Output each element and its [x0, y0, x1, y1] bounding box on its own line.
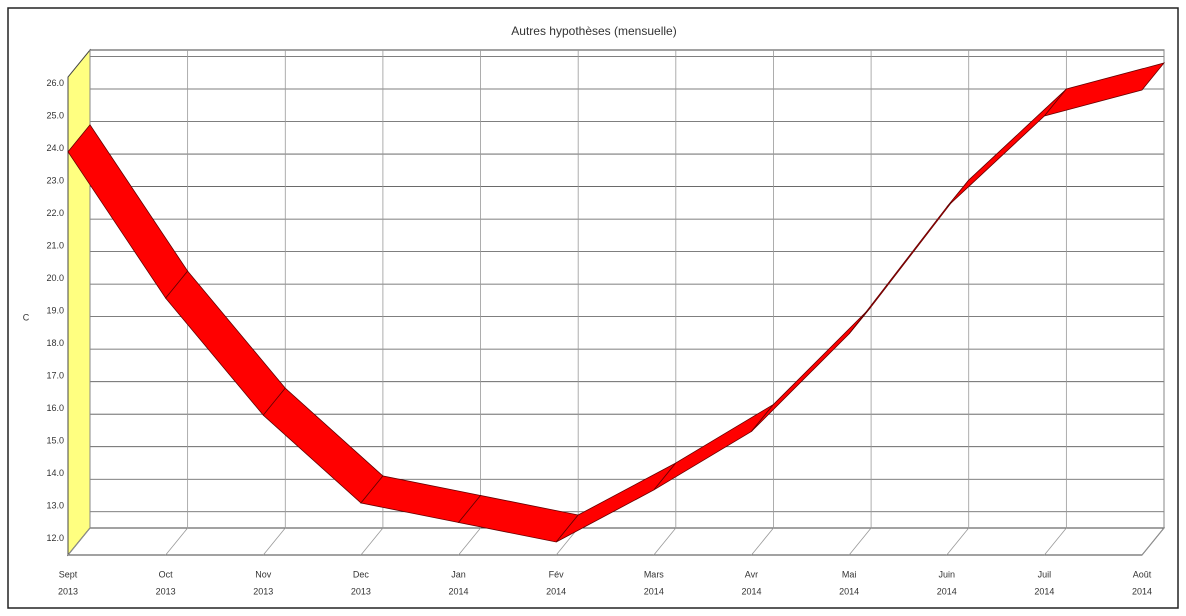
y-tick-label: 24.0	[46, 143, 64, 153]
x-tick-label: 2014	[741, 586, 761, 596]
x-tick-label: Jan	[451, 569, 466, 579]
floor-line	[1044, 527, 1067, 556]
x-tick-label: 2014	[449, 586, 469, 596]
x-tick-label: 2013	[58, 586, 78, 596]
x-tick-label: 2014	[644, 586, 664, 596]
x-tick-label: Nov	[255, 569, 272, 579]
y-tick-label: 14.0	[46, 468, 64, 478]
ribbon-segment	[1043, 62, 1166, 117]
x-tick-label: 2013	[156, 586, 176, 596]
x-tick-label: 2014	[839, 586, 859, 596]
y-tick-label: 19.0	[46, 305, 64, 315]
x-tick-label: Mars	[644, 569, 664, 579]
floor-line	[751, 527, 774, 556]
x-tick-label: Juil	[1038, 569, 1052, 579]
x-tick-label: Dec	[353, 569, 370, 579]
x-tick-label: 2013	[351, 586, 371, 596]
chart-title: Autres hypothèses (mensuelle)	[511, 24, 676, 38]
x-tick-label: Sept	[59, 569, 78, 579]
y-tick-label: 20.0	[46, 273, 64, 283]
back-wall	[89, 49, 1165, 529]
floor-line	[67, 527, 91, 556]
y-tick-label: 22.0	[46, 208, 64, 218]
floor-line	[653, 527, 677, 556]
y-tick-label: 26.0	[46, 78, 64, 88]
x-tick-label: Avr	[745, 569, 758, 579]
x-tick-label: 2013	[253, 586, 273, 596]
y-tick-label: 25.0	[46, 110, 64, 120]
floor-line	[165, 527, 188, 556]
x-tick-label: Juin	[938, 569, 955, 579]
floor-line	[946, 527, 970, 556]
x-tick-label: 2014	[546, 586, 566, 596]
y-tick-label: 18.0	[46, 338, 64, 348]
floor-line	[360, 527, 384, 556]
y-tick-label: 17.0	[46, 371, 64, 381]
x-tick-label: 2014	[937, 586, 957, 596]
y-axis-label: C	[23, 312, 30, 322]
floor-line	[848, 527, 872, 556]
x-tick-label: Oct	[159, 569, 174, 579]
x-tick-label: Mai	[842, 569, 857, 579]
y-tick-label: 21.0	[46, 240, 64, 250]
y-tick-label: 23.0	[46, 175, 64, 185]
floor	[66, 527, 1166, 556]
x-tick-label: Août	[1133, 569, 1152, 579]
side-wall	[67, 48, 91, 557]
x-tick-label: 2014	[1034, 586, 1054, 596]
floor-line	[458, 527, 481, 556]
y-tick-label: 15.0	[46, 436, 64, 446]
x-tick-label: Fév	[549, 569, 565, 579]
y-tick-label: 13.0	[46, 501, 64, 511]
floor-line	[1141, 527, 1165, 556]
x-tick-label: 2014	[1132, 586, 1152, 596]
y-tick-label: 16.0	[46, 403, 64, 413]
floor-line	[262, 527, 286, 556]
y-tick-label: 12.0	[46, 533, 64, 543]
